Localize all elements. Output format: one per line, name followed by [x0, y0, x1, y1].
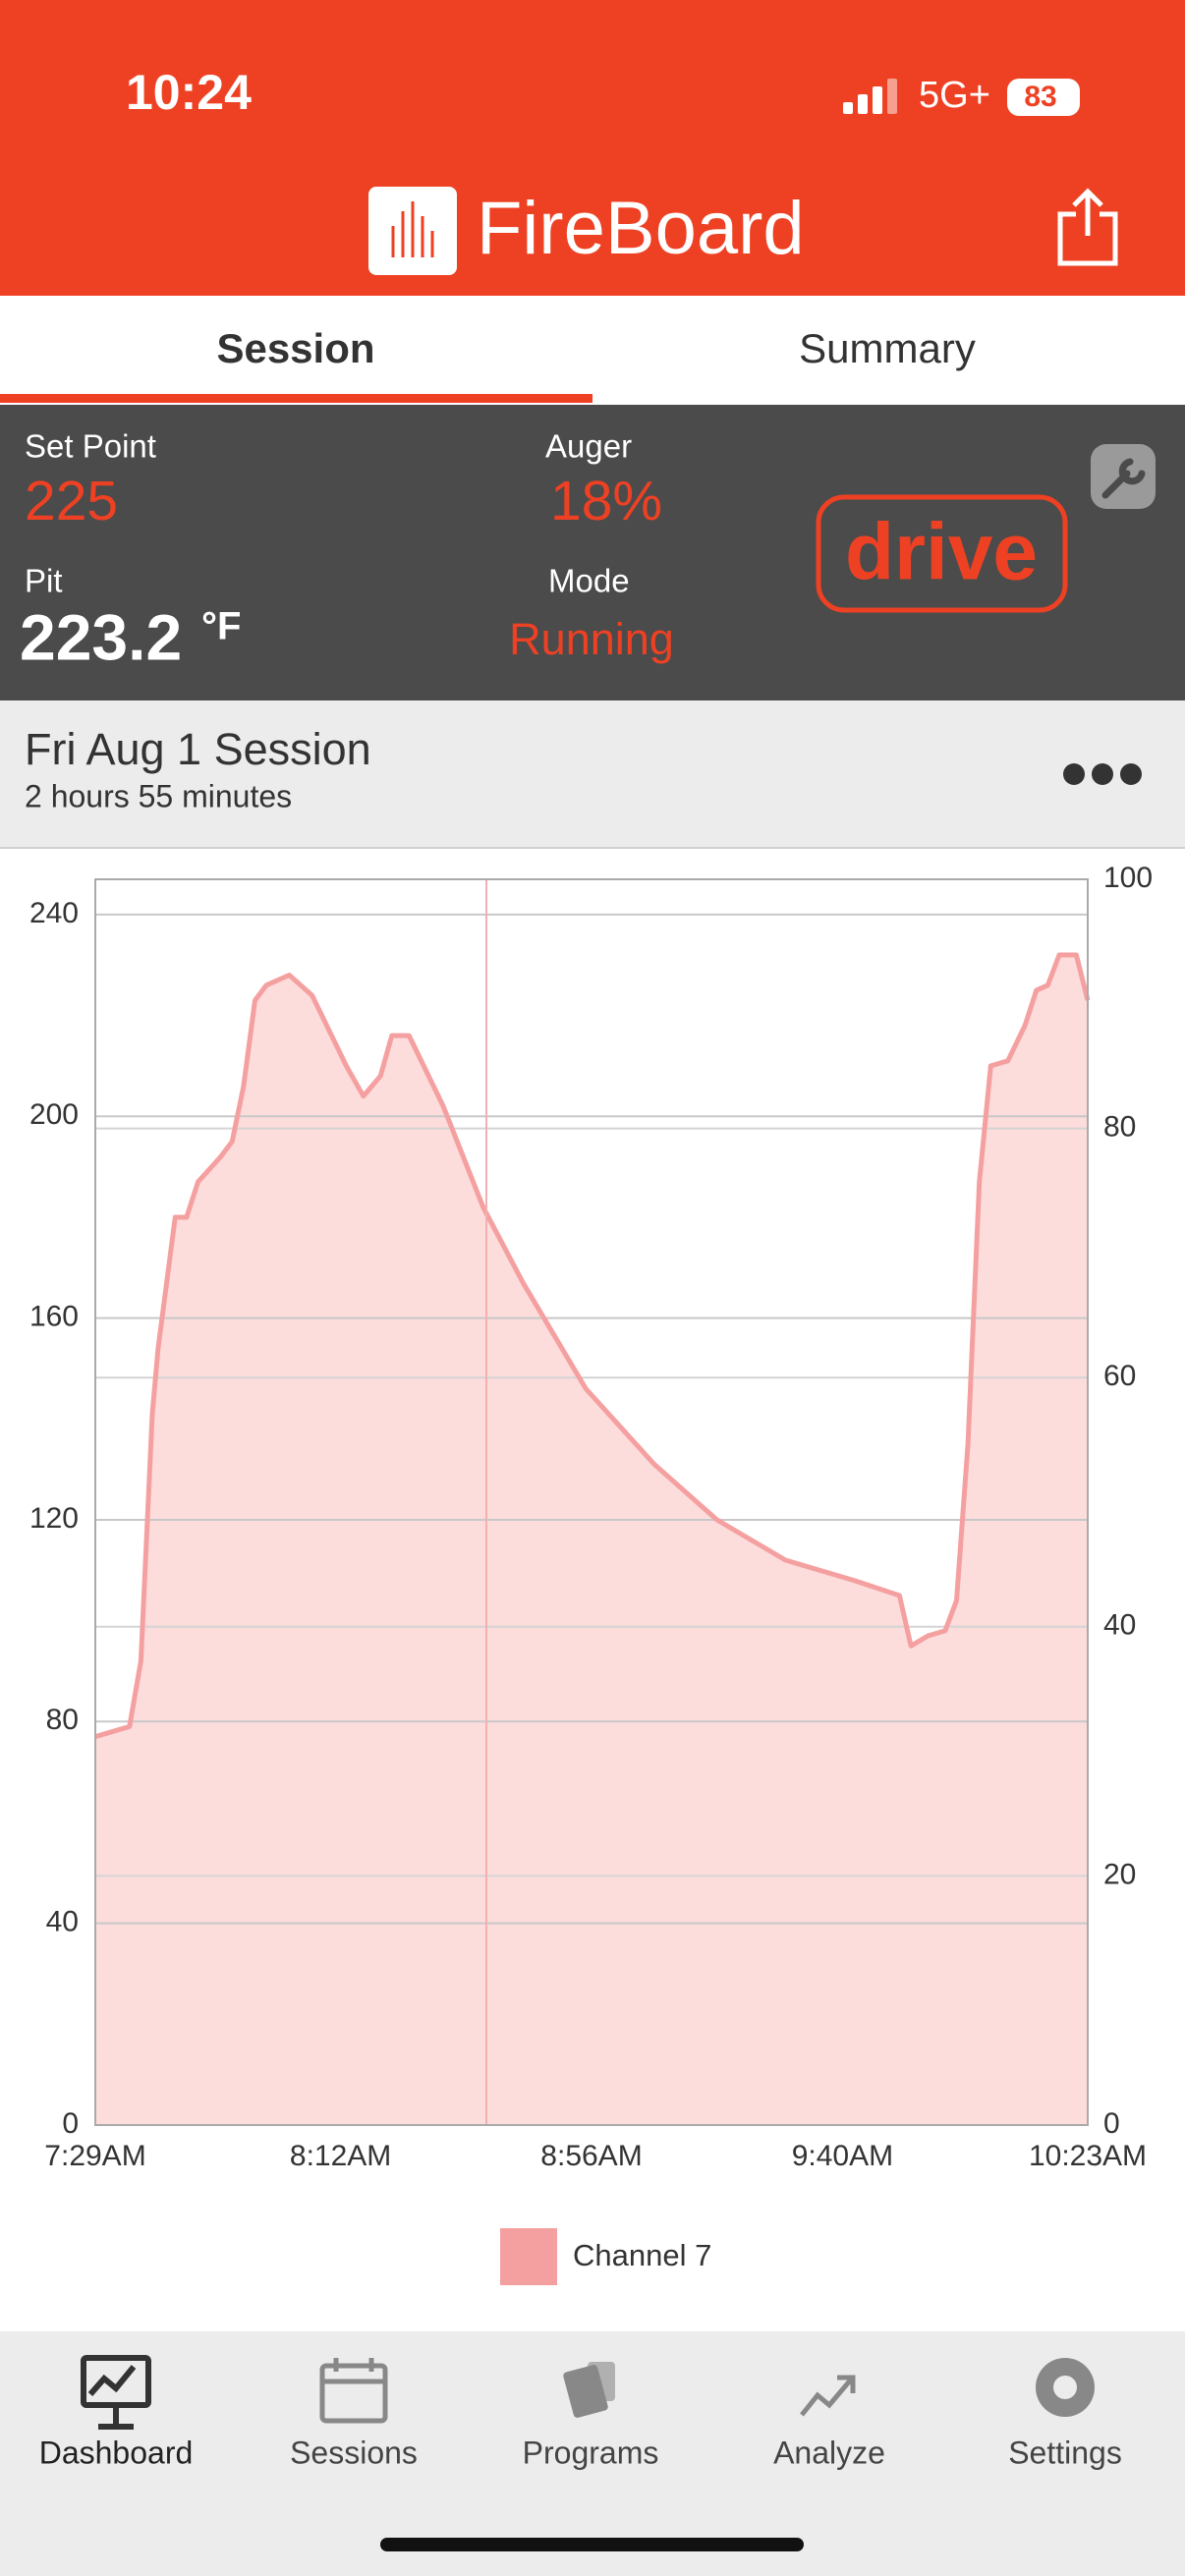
- nav-item[interactable]: Dashboard: [39, 2435, 194, 2470]
- y2-tick-label: 20: [1103, 1858, 1136, 1890]
- y2-tick-label: 100: [1103, 862, 1153, 894]
- label: Auger: [545, 428, 632, 465]
- nav-item[interactable]: Settings: [1008, 2435, 1122, 2470]
- y2-tick-label: 40: [1103, 1609, 1136, 1642]
- programs-icon: [563, 2362, 615, 2418]
- series-line: [94, 952, 1091, 1740]
- app-title: FireBoard: [477, 187, 805, 270]
- clock: 10:24: [126, 65, 252, 120]
- legend-swatch: [500, 2228, 557, 2285]
- y-tick-label: 160: [29, 1301, 79, 1333]
- x-tick-label: 7:29AM: [44, 2140, 145, 2172]
- x-tick-label: 10:23AM: [1029, 2140, 1147, 2172]
- header-bg: [0, 0, 1185, 296]
- y2-tick-label: 60: [1103, 1360, 1136, 1392]
- set-point: 225: [25, 470, 118, 532]
- session-duration: 2 hours 55 minutes: [25, 778, 292, 813]
- tab-bar: [0, 296, 1185, 405]
- y-tick-label: 120: [29, 1502, 79, 1535]
- signal-icon: [843, 79, 897, 114]
- x-tick-label: 8:12AM: [290, 2140, 391, 2172]
- label: Set Point: [25, 428, 156, 465]
- home-indicator: [380, 2538, 804, 2551]
- logo-lines: [391, 201, 434, 257]
- tab-indicator: [0, 394, 592, 403]
- y-tick-label: 40: [46, 1906, 79, 1938]
- label: Mode: [548, 563, 630, 599]
- chart: 0 40 80 120 160 200 240 0 20 40 60 80 100 7:29AM 8:12A…: [29, 862, 1153, 2172]
- session-header: [0, 700, 1185, 848]
- x-tick-label: 8:56AM: [540, 2140, 642, 2172]
- nav-item[interactable]: Analyze: [773, 2435, 885, 2470]
- legend-label: Channel 7: [573, 2238, 711, 2272]
- battery: [1007, 79, 1080, 116]
- sessions-icon: [319, 2358, 388, 2424]
- area-fill: [95, 955, 1088, 2125]
- mode: Running: [509, 614, 674, 664]
- drive-badge: [816, 494, 1068, 613]
- x-tick-label: 9:40AM: [792, 2140, 893, 2172]
- pit-unit: °F: [201, 605, 241, 648]
- tab[interactable]: Summary: [799, 325, 976, 371]
- pit-temp: 223.2: [20, 600, 182, 673]
- dashboard-icon: [81, 2355, 151, 2430]
- y2-tick-label: 0: [1103, 2107, 1120, 2140]
- tab[interactable]: Session: [216, 325, 374, 371]
- plot-border: [94, 878, 1089, 2126]
- y2-tick-label: 80: [1103, 1111, 1136, 1144]
- y-tick-label: 200: [29, 1098, 79, 1131]
- y-tick-label: 240: [29, 897, 79, 929]
- share-button[interactable]: [1057, 188, 1118, 266]
- settings-icon: [1036, 2358, 1095, 2417]
- session-title: Fri Aug 1 Session: [25, 724, 371, 774]
- auger: 18%: [550, 470, 662, 532]
- battery-level: 83: [1024, 81, 1056, 113]
- y-tick-label: 80: [46, 1704, 79, 1736]
- nav-item[interactable]: Sessions: [290, 2435, 418, 2470]
- more-button[interactable]: [1063, 763, 1142, 785]
- wrench-icon: [1101, 458, 1146, 499]
- drive-text: drive: [845, 508, 1038, 597]
- network: 5G+: [919, 75, 990, 116]
- controller-panel: [0, 405, 1185, 700]
- nav-item[interactable]: Programs: [523, 2435, 659, 2470]
- analyze-icon: [800, 2375, 856, 2417]
- label: Pit: [25, 563, 63, 599]
- y-tick-label: 0: [62, 2107, 79, 2140]
